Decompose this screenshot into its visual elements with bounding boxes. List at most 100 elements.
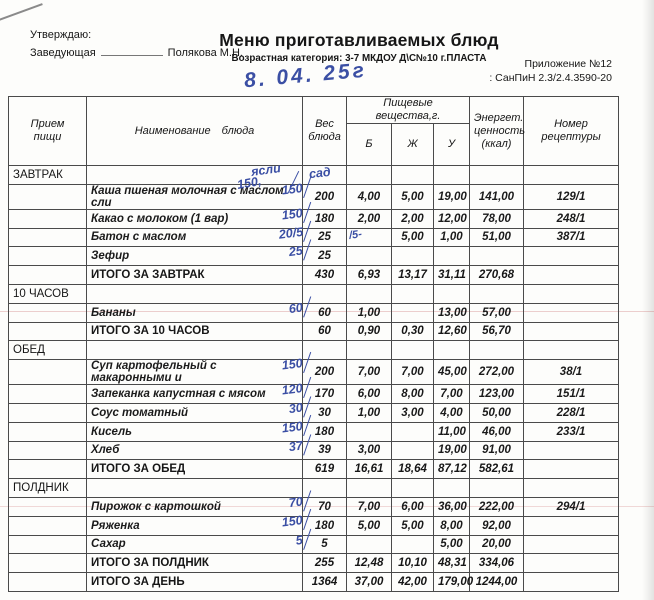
total-row: ИТОГО ЗА ОБЕД 619 16,61 18,64 87,12 582,61 [8,459,619,480]
weight-cell: 255 [302,553,347,574]
scan-edge-shadow [642,0,654,600]
handwritten-portion-value: 150 [281,356,304,373]
carbs-cell [433,246,470,267]
handwritten-portion: 60 [288,296,312,320]
col-header-energy: Энергет. ценность (ккал) [469,96,525,166]
protein-cell [346,421,392,442]
recipe-cell [523,572,619,592]
recipe-cell: 151/1 [523,384,619,404]
dish-row: Хлеб 37 39 3,00 19,00 91,00 [8,433,619,461]
carbs-cell: 4,00 [433,402,470,423]
dish-name-text: Кисель [91,425,133,438]
dish-row: Суп картофельный с макаронными и 150 200 7,… [8,352,619,386]
meal-cell [8,384,87,404]
fat-cell [391,283,434,304]
recipe-cell: 38/1 [523,359,619,386]
dish-row: Запеканка капустная с мясом 120 170 6,00 8,0… [8,377,619,404]
weight-cell: 200 [302,183,347,210]
meal-cell [8,246,87,267]
approval-label: Утверждаю: [30,29,92,41]
handwritten-portion: 30 [288,396,312,420]
fat-cell [391,340,434,361]
recipe-cell [523,534,619,555]
dish-name-cell: Соус томатный 30 [86,396,312,423]
col-header-meal: Прием пищи [8,96,87,166]
carbs-cell: 19,00 [433,440,470,461]
energy-cell: 334,06 [469,553,524,574]
energy-cell [469,283,524,304]
signature-row: Заведующая Полякова М.Н. [30,45,243,59]
dish-name-text: Батон с маслом [91,231,187,244]
energy-cell: 123,00 [469,384,524,404]
meal-cell [8,421,87,442]
handwritten-portion-value: 30 [288,400,304,417]
dish-name-cell: ИТОГО ЗА 10 ЧАСОВ [86,321,303,342]
recipe-cell [523,302,619,323]
fat-cell: 13,17 [391,265,434,285]
dish-row: Бананы 60 60 1,00 13,00 57,00 [8,296,619,323]
energy-cell: 582,61 [469,459,524,480]
carbs-cell: 179,00 [433,572,473,592]
meal-cell [8,496,87,517]
fat-cell [391,478,434,498]
handwritten-portion: 150 [281,176,312,201]
energy-cell: 51,00 [469,227,524,248]
carbs-cell: 11,00 [433,421,470,442]
dish-name-cell: ясли 150, сад [86,161,331,194]
page-title: Меню приготавливаемых блюд [219,30,499,50]
dish-name-cell: Хлеб 37 [86,433,312,461]
head-role-label: Заведующая [30,47,96,59]
recipe-cell [523,553,619,574]
dish-name-cell: Кисель 150 [86,414,312,442]
energy-cell: 92,00 [469,515,524,536]
dish-name-text: Запеканка капустная с мясом [91,388,266,401]
dish-row: Какао с молоком (1 вар) 150 180 2,00 2,00 12,… [8,201,619,229]
protein-cell: 12,48 [346,553,392,574]
handwritten-portion: 20/5 [278,220,312,245]
recipe-cell [523,321,619,342]
col-header-weight: Вес блюда [302,96,347,166]
protein-cell [346,478,392,498]
weight-cell: 39 [302,440,347,461]
recipe-cell [523,246,619,267]
energy-cell: 57,00 [469,302,524,323]
protein-cell [346,165,392,185]
dish-name-text: ИТОГО ЗА 10 ЧАСОВ [91,325,210,338]
meal-cell: ОБЕД [8,340,87,361]
dish-name-cell: Суп картофельный с макаронными и 150 [86,352,312,386]
protein-cell [346,340,392,361]
fat-cell: 7,00 [391,359,434,386]
handwritten-portion-value: 150 [281,180,304,198]
energy-cell: 270,68 [469,265,524,285]
dish-name-cell [86,340,303,361]
dish-name-cell: ИТОГО ЗА ПОЛДНИК [86,553,303,574]
weight-cell: 25/5- [302,227,363,248]
dish-name-cell: ИТОГО ЗА ЗАВТРАК [86,265,303,285]
fat-cell: 0,30 [391,321,434,342]
energy-cell: 141,00 [469,183,524,210]
dish-name-text: Бананы [91,306,136,319]
dish-name-text: Пирожок с картошкой [91,500,221,513]
fat-cell [391,165,434,185]
head-name: Полякова М.Н. [167,47,243,59]
handwritten-portion: 5 [295,528,312,551]
recipe-cell [523,459,619,480]
meal-cell [8,227,87,248]
handwritten-portion-value: 70 [288,494,304,511]
regulation-block: Приложение №12 : СанПиН 2.3/2.4.3590-20 [489,57,612,85]
total-row: ИТОГО ЗА ДЕНЬ 1364 37,00 42,00 179,00 1244,00 [8,572,619,592]
carbs-cell: 48,31 [433,553,470,574]
carbs-cell: 31,11 [433,265,470,285]
energy-cell: 91,00 [469,440,524,461]
handwritten-portion-value: 37 [288,438,304,454]
protein-cell: 3,00 [346,440,392,461]
carbs-cell: 5,00 [433,534,470,555]
fat-cell [391,534,434,555]
protein-cell: 6,00 [346,384,392,404]
carbs-cell: 12,00 [433,208,470,229]
protein-cell [346,534,392,555]
dish-name-text: Сахар [91,538,126,551]
fat-cell: 8,00 [391,384,434,404]
handwritten-portion: 150 [281,352,312,377]
protein-cell: 0,90 [346,321,392,342]
